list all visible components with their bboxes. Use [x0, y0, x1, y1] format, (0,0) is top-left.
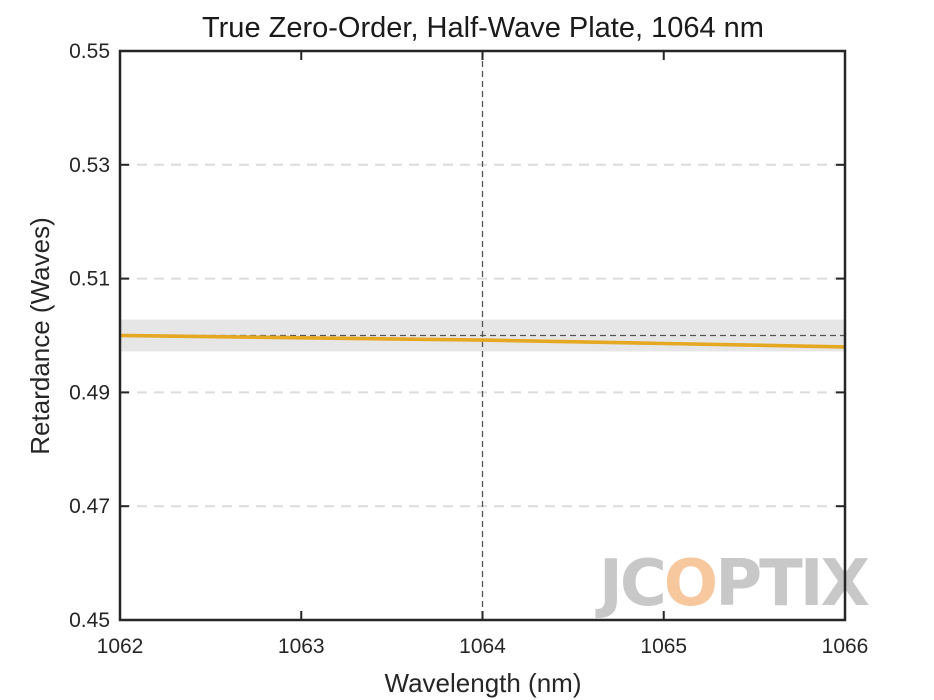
x-tick-label: 1066	[822, 635, 869, 658]
chart-title: True Zero-Order, Half-Wave Plate, 1064 n…	[202, 12, 764, 44]
y-tick-label: 0.47	[69, 495, 110, 518]
x-tick-label: 1062	[97, 635, 144, 658]
series-line-0	[119, 333, 846, 349]
series-layer	[119, 333, 846, 349]
x-tick-label: 1065	[640, 635, 687, 658]
x-tick-labels: 1062 1063 1064 1065 1066	[97, 635, 869, 658]
watermark-layer: JCOPTIX	[595, 547, 873, 621]
axes-layer	[118, 49, 847, 622]
y-tick-label: 0.53	[69, 154, 110, 177]
x-tick-label: 1064	[459, 635, 506, 658]
y-tick-label: 0.55	[69, 40, 110, 63]
y-tick-labels: 0.45 0.47 0.49 0.51 0.53 0.55	[69, 40, 110, 632]
x-tick-label: 1063	[278, 635, 325, 658]
y-tick-label: 0.45	[69, 609, 110, 632]
y-axis-label: Retardance (Waves)	[25, 217, 55, 454]
y-tick-label: 0.49	[69, 381, 110, 404]
watermark-logo: JCOPTIX	[595, 547, 870, 621]
y-tick-label: 0.51	[69, 268, 110, 291]
x-axis-label: Wavelength (nm)	[385, 668, 582, 698]
